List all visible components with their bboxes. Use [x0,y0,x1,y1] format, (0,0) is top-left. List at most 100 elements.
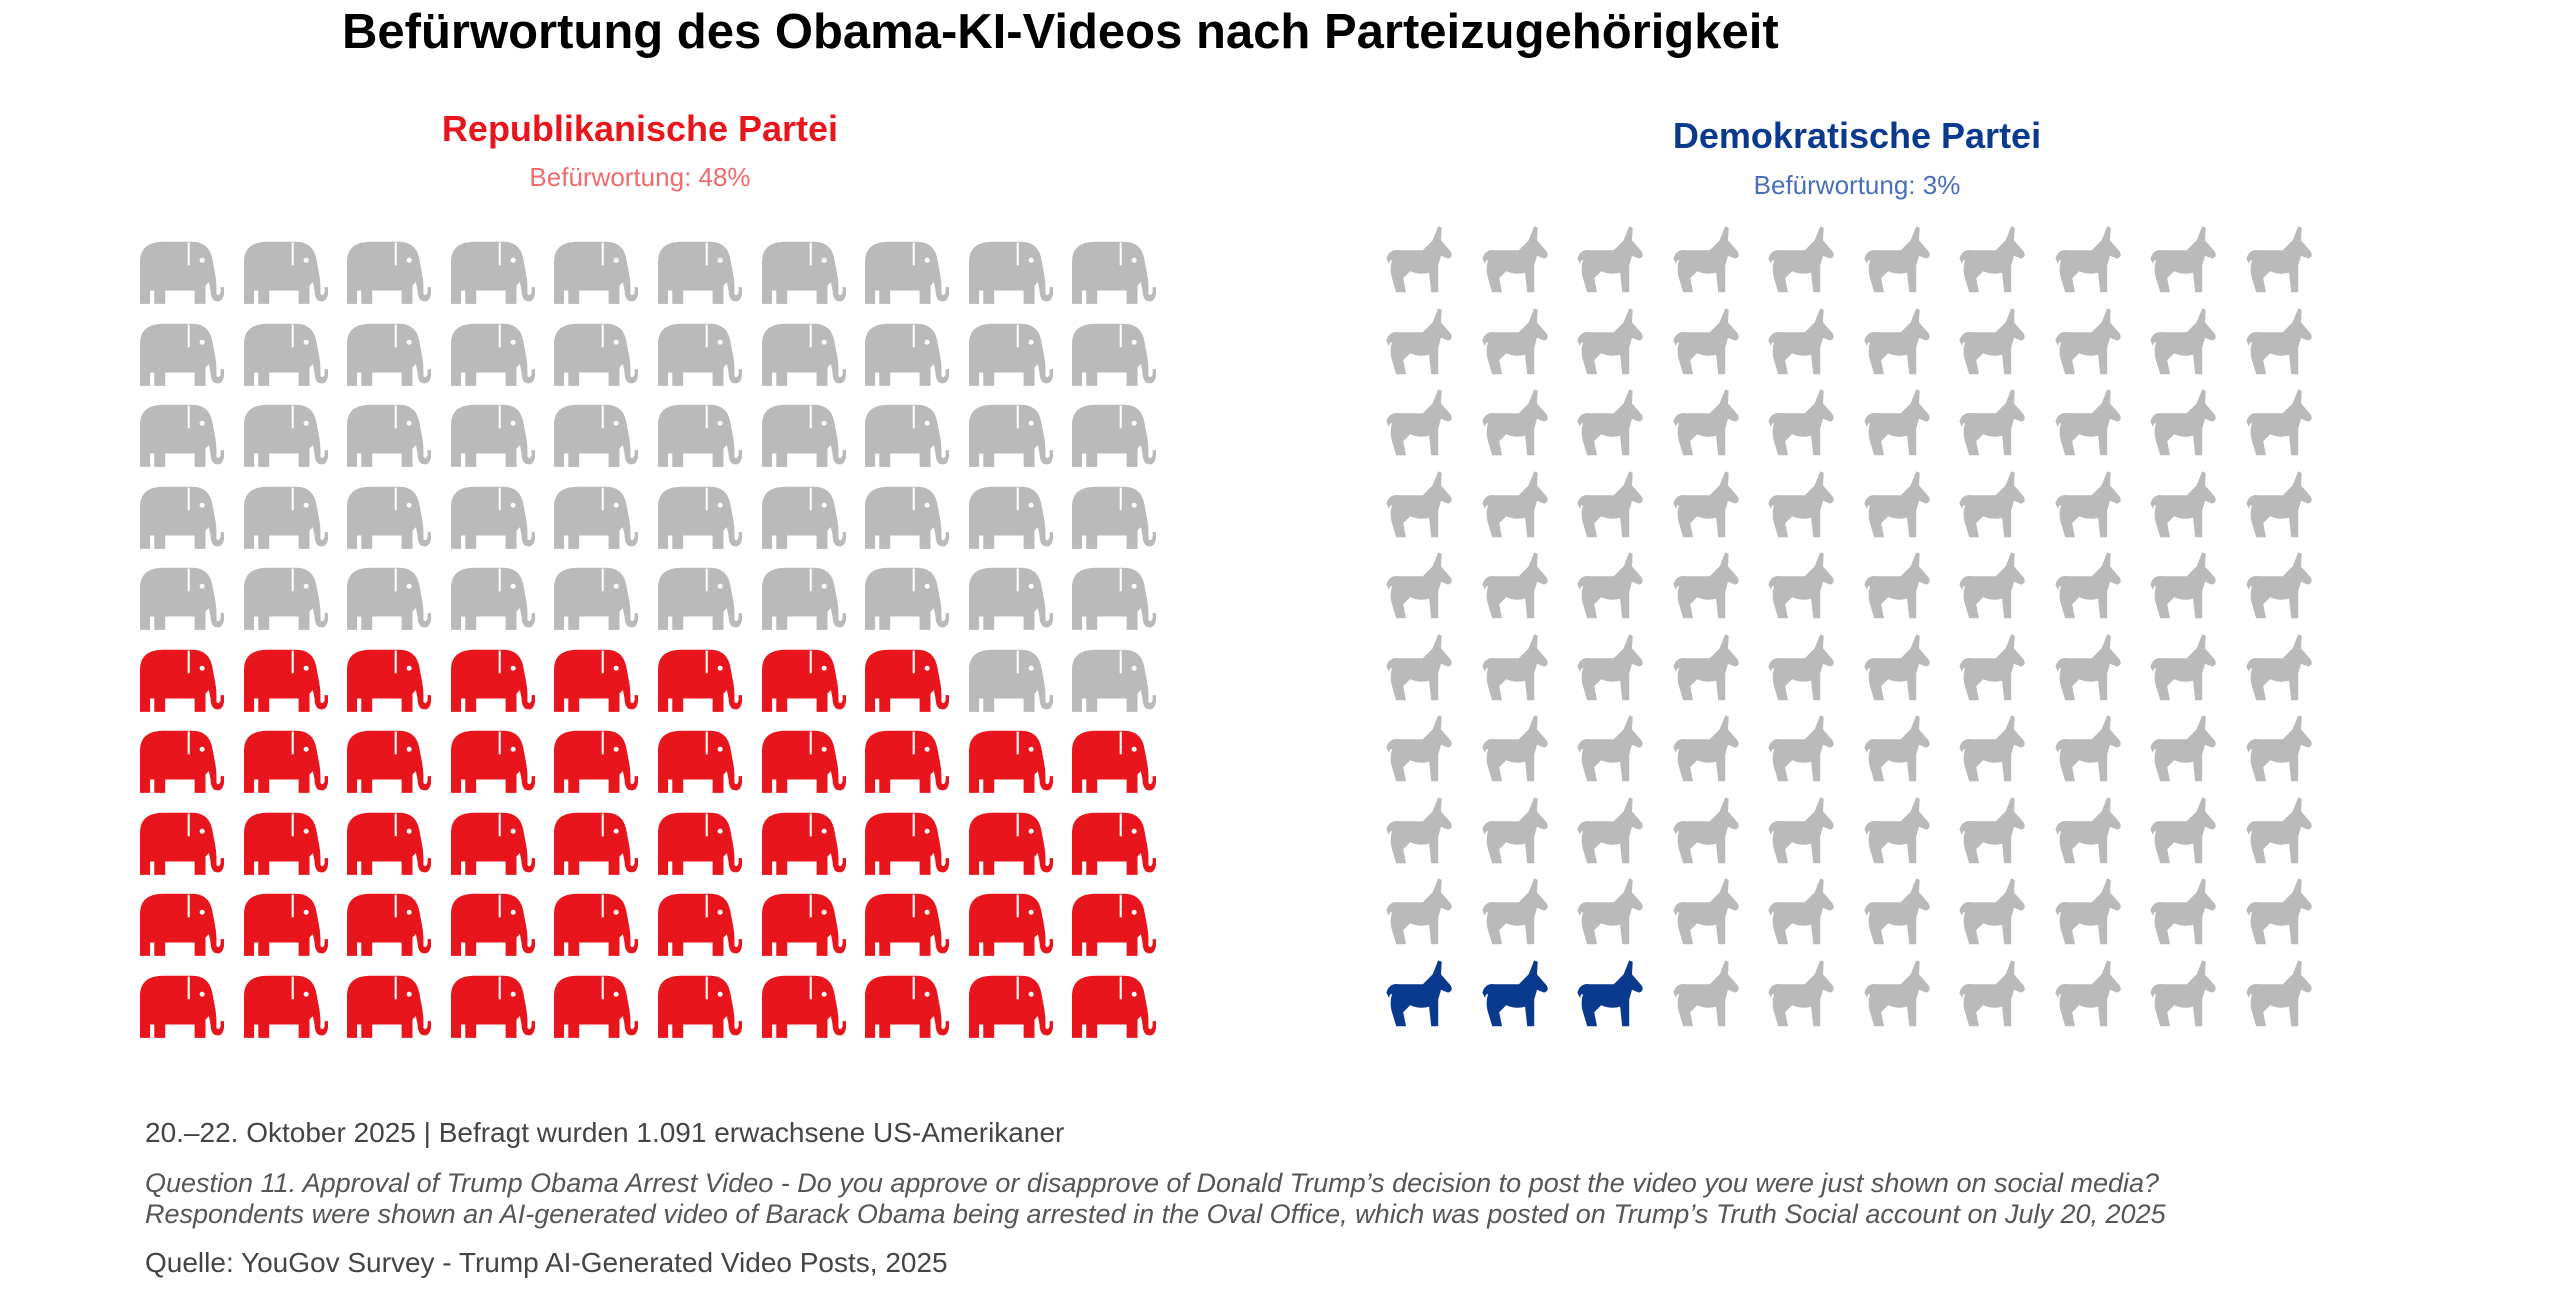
donkey-icon [2054,552,2150,634]
donkey-icon [2054,715,2150,797]
elephant-icon [243,485,348,567]
elephant-icon [761,485,866,567]
elephant-icon [968,240,1073,322]
donkey-icon [1767,796,1863,879]
donkey-icon [1385,796,1481,879]
elephant-icon-highlighted [347,811,451,893]
democrat-pictograph-grid [1385,226,2340,1041]
donkey-icon [2054,633,2150,716]
elephant-icon [968,566,1073,648]
elephant-icon-highlighted [657,974,762,1056]
donkey-icon [2054,470,2150,553]
elephant-icon-highlighted [865,811,969,893]
elephant-icon-highlighted [1072,811,1176,893]
donkey-icon [1481,552,1577,634]
elephant-icon-highlighted [450,648,555,730]
elephant-icon-highlighted [657,729,762,811]
elephant-icon [1072,240,1176,322]
elephant-icon-highlighted [761,729,866,811]
elephant-icon-highlighted [450,892,555,974]
elephant-icon [554,322,658,404]
donkey-icon [1576,389,1672,471]
donkey-icon [1958,959,2054,1042]
elephant-icon [865,566,969,648]
democrat-approval-label: Befürwortung: 3% [1753,170,1961,200]
elephant-icon [761,240,866,322]
elephant-icon-highlighted [347,974,451,1056]
donkey-icon [1863,878,1959,960]
donkey-icon [1958,552,2054,634]
elephant-icon-highlighted [347,729,451,811]
donkey-icon [1385,552,1481,634]
donkey-icon [2149,226,2245,308]
donkey-icon-highlighted [1385,959,1481,1042]
donkey-icon [1767,389,1863,471]
donkey-icon [1576,796,1672,879]
donkey-icon [1767,307,1863,390]
donkey-icon [1863,226,1959,308]
elephant-icon-highlighted [657,811,762,893]
donkey-icon [1576,226,1672,308]
donkey-icon [1672,307,1768,390]
donkey-icon [2149,552,2245,634]
elephant-icon [243,403,348,485]
donkey-icon [2149,878,2245,960]
donkey-icon [2054,226,2150,308]
donkey-icon [2054,307,2150,390]
elephant-icon [968,322,1073,404]
donkey-icon [2149,715,2245,797]
elephant-icon [140,485,244,567]
survey-meta: 20.–22. Oktober 2025 | Befragt wurden 1.… [145,1117,1065,1148]
donkey-icon [1958,715,2054,797]
donkey-icon [2054,878,2150,960]
donkey-icon [1958,633,2054,716]
donkey-icon [1863,715,1959,797]
elephant-icon [140,240,244,322]
donkey-icon [2245,959,2341,1042]
elephant-icon [450,322,555,404]
donkey-icon [1863,470,1959,553]
donkey-icon [1576,307,1672,390]
elephant-icon [450,566,555,648]
elephant-icon [657,566,762,648]
elephant-icon [761,566,866,648]
donkey-icon [1481,226,1577,308]
donkey-icon-highlighted [1576,959,1672,1042]
elephant-icon [347,403,451,485]
elephant-icon-highlighted [243,892,348,974]
donkey-icon [1385,633,1481,716]
elephant-icon [140,566,244,648]
elephant-icon [243,240,348,322]
elephant-icon-highlighted [243,811,348,893]
donkey-icon [1385,715,1481,797]
elephant-icon [450,403,555,485]
elephant-icon [657,322,762,404]
elephant-icon-highlighted [968,974,1073,1056]
republican-panel-title: Republikanische Partei [441,108,839,149]
donkey-icon [1672,878,1768,960]
donkey-icon [1576,552,1672,634]
elephant-icon [761,403,866,485]
donkey-icon [1958,307,2054,390]
elephant-icon-highlighted [761,974,866,1056]
elephant-icon-highlighted [968,892,1073,974]
elephant-icon-highlighted [347,648,451,730]
republican-approval-label: Befürwortung: 48% [529,162,751,192]
elephant-icon-highlighted [761,892,866,974]
elephant-icon-highlighted [450,974,555,1056]
donkey-icon [1863,389,1959,471]
chart-title: Befürwortung des Obama-KI-Videos nach Pa… [342,5,1779,59]
elephant-icon-highlighted [243,648,348,730]
elephant-icon [1072,566,1176,648]
donkey-icon [2149,389,2245,471]
donkey-icon-highlighted [1481,959,1577,1042]
question-text-line1: Question 11. Approval of Trump Obama Arr… [145,1168,2160,1198]
donkey-icon [1863,307,1959,390]
elephant-icon [968,648,1073,730]
donkey-icon [2054,959,2150,1042]
donkey-icon [1672,226,1768,308]
donkey-icon [1481,633,1577,716]
donkey-icon [1767,633,1863,716]
donkey-icon [2245,715,2341,797]
elephant-icon-highlighted [657,892,762,974]
